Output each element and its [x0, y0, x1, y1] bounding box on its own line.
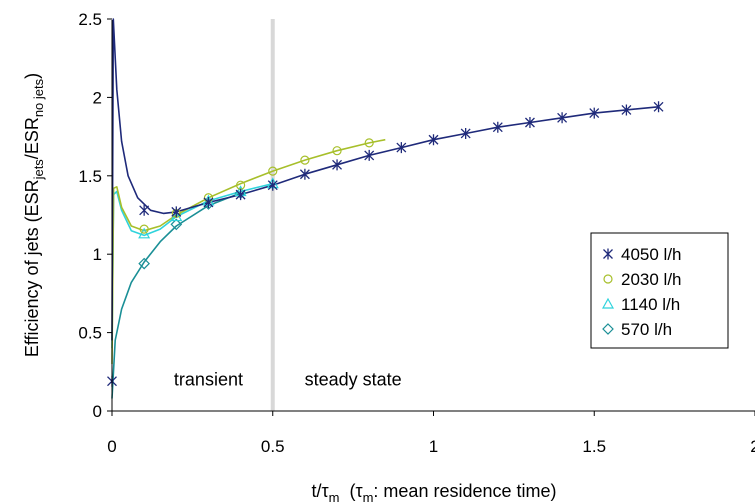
data-point	[396, 142, 407, 154]
data-point	[621, 104, 632, 116]
data-point	[139, 224, 149, 234]
data-point	[557, 112, 568, 124]
data-point	[364, 138, 374, 148]
y-tick-label: 2.5	[78, 10, 102, 29]
y-axis-label: Efficiency of jets (ESRjets/ESRno jets)	[22, 73, 46, 357]
legend-entry: 1140 l/h	[601, 295, 680, 314]
x-tick-label: 0.5	[261, 437, 285, 456]
annotation-label: transient	[174, 370, 243, 390]
data-point	[138, 227, 151, 239]
y-tick-label: 0	[93, 402, 102, 421]
legend: 4050 l/h 2030 l/h 1140 l/h 570 l/h	[590, 232, 729, 349]
x-axis-label: t/τm (τm: mean residence time)	[312, 481, 557, 503]
data-point	[332, 146, 342, 156]
data-point	[138, 257, 150, 270]
data-point	[300, 155, 310, 165]
x-tick-label: 0	[107, 437, 116, 456]
data-point	[460, 127, 471, 139]
legend-label: 4050 l/h	[621, 245, 682, 264]
data-point	[492, 121, 503, 133]
series-line	[111, 192, 241, 399]
y-tick-label: 2	[93, 88, 102, 107]
data-point	[171, 206, 182, 218]
series-line	[111, 182, 273, 349]
data-point	[299, 168, 310, 180]
data-point	[267, 179, 278, 191]
data-point	[364, 149, 375, 161]
y-tick-label: 1	[93, 245, 102, 264]
data-point	[139, 204, 150, 216]
legend-marker	[602, 323, 614, 335]
x-tick-label: 1.5	[582, 437, 606, 456]
legend-marker	[601, 297, 615, 309]
legend-box	[590, 232, 729, 349]
legend-entry: 570 l/h	[602, 320, 672, 339]
data-point	[653, 101, 664, 113]
legend-entry: 2030 l/h	[603, 270, 682, 289]
legend-label: 1140 l/h	[621, 295, 680, 314]
data-point	[235, 189, 246, 201]
data-point	[524, 116, 535, 128]
annotation-label: steady state	[305, 370, 402, 390]
legend-label: 2030 l/h	[621, 270, 682, 289]
series-line	[111, 18, 659, 341]
y-tick-label: 0.5	[78, 324, 102, 343]
legend-marker	[603, 248, 613, 260]
x-tick-label: 2	[750, 437, 755, 456]
legend-label: 570 l/h	[621, 320, 672, 339]
data-point	[428, 134, 439, 146]
data-point	[170, 218, 183, 231]
data-point	[589, 107, 600, 119]
legend-marker	[603, 274, 613, 284]
y-tick-label: 1.5	[78, 167, 102, 186]
x-tick-label: 1	[429, 437, 438, 456]
data-point	[203, 196, 214, 208]
data-point	[268, 166, 278, 176]
legend-entry: 4050 l/h	[603, 245, 682, 264]
data-point	[332, 159, 343, 171]
